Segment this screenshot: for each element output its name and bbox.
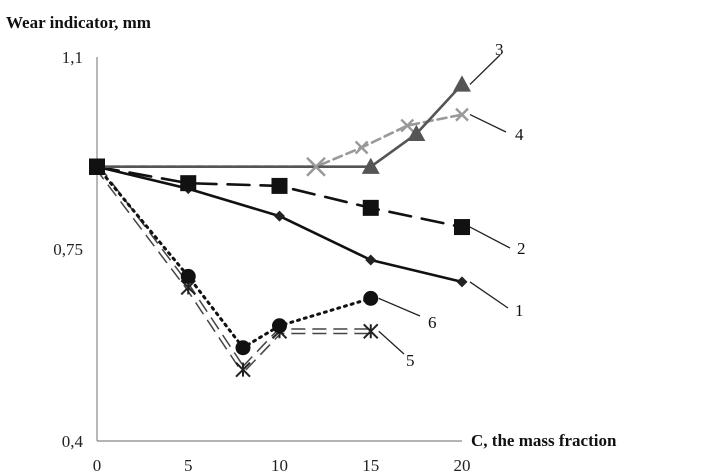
- series-5-marker: [236, 363, 250, 377]
- y-tick-label: 0,4: [62, 432, 84, 451]
- series-1-label: 1: [515, 301, 524, 320]
- series-2-marker: [180, 175, 196, 191]
- series-5-label: 5: [406, 351, 415, 370]
- series-6-leader: [379, 298, 420, 316]
- x-tick-label: 20: [454, 456, 471, 475]
- series-6-marker: [89, 159, 105, 175]
- tick-labels: 0 5 10 15 20 0,4 0,75 1,1: [53, 48, 470, 475]
- x-axis-title: C, the mass fraction: [471, 431, 617, 450]
- series-6-label: 6: [428, 313, 437, 332]
- series-1-marker: [457, 276, 468, 287]
- series-5-leader: [379, 331, 404, 354]
- y-tick-label: 1,1: [62, 48, 83, 67]
- series-2-marker: [363, 200, 379, 216]
- series-labels: 1 2 3 4 56: [379, 40, 526, 370]
- series-2-label: 2: [517, 239, 526, 258]
- series-6-marker: [181, 269, 196, 284]
- series-6-marker: [236, 340, 251, 355]
- series-6-marker: [363, 291, 378, 306]
- x-tick-label: 0: [93, 456, 102, 475]
- series-4-label: 4: [515, 125, 524, 144]
- series-6-marker: [272, 318, 287, 333]
- y-axis-title: Wear indicator, mm: [6, 13, 151, 32]
- series-1-marker: [365, 254, 376, 265]
- series-1-leader: [470, 282, 508, 308]
- series-2-marker: [454, 219, 470, 235]
- series-4-marker: [356, 142, 368, 154]
- series-3-marker: [453, 75, 471, 91]
- series-3-leader: [470, 55, 500, 84]
- x-tick-label: 15: [362, 456, 379, 475]
- y-tick-label: 0,75: [53, 240, 83, 259]
- series-1-marker: [274, 211, 285, 222]
- x-tick-label: 10: [271, 456, 288, 475]
- series-4-leader: [470, 115, 506, 132]
- x-tick-label: 5: [184, 456, 193, 475]
- series-2-leader: [470, 227, 510, 248]
- series-2-marker: [272, 178, 288, 194]
- series-3-label: 3: [495, 40, 504, 59]
- series-6-line: [97, 167, 371, 348]
